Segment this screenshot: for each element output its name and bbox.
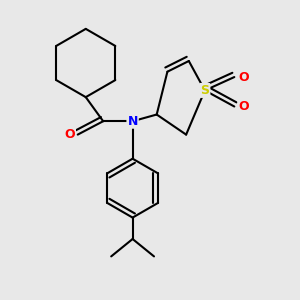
Text: O: O: [238, 100, 249, 113]
Text: O: O: [238, 70, 249, 84]
Text: S: S: [200, 84, 209, 97]
Text: N: N: [128, 115, 138, 128]
Text: O: O: [64, 128, 75, 141]
